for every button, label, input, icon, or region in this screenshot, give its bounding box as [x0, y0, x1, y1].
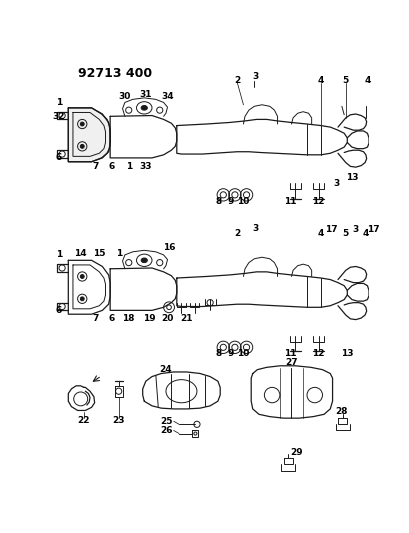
Text: 28: 28 — [335, 408, 347, 416]
Text: 23: 23 — [112, 416, 125, 425]
Text: 12: 12 — [312, 197, 324, 206]
Ellipse shape — [80, 297, 84, 301]
Ellipse shape — [80, 122, 84, 126]
Text: 8: 8 — [215, 349, 221, 358]
Text: 17: 17 — [366, 225, 379, 234]
Text: 31: 31 — [139, 90, 152, 99]
Text: 1: 1 — [116, 249, 122, 258]
Text: 14: 14 — [74, 249, 87, 258]
Ellipse shape — [141, 106, 147, 110]
Text: 10: 10 — [237, 197, 249, 206]
Text: 21: 21 — [180, 314, 193, 324]
Text: 34: 34 — [161, 92, 173, 101]
Text: 6: 6 — [108, 162, 115, 171]
Ellipse shape — [141, 258, 147, 263]
Text: 4: 4 — [363, 76, 370, 85]
Text: 26: 26 — [160, 426, 173, 435]
Text: 6: 6 — [56, 154, 62, 163]
Text: 11: 11 — [284, 197, 296, 206]
Text: 13: 13 — [345, 173, 357, 182]
Text: 3: 3 — [333, 179, 339, 188]
Text: 5: 5 — [342, 229, 348, 238]
Polygon shape — [68, 108, 110, 161]
Text: 27: 27 — [285, 358, 297, 367]
Text: 1: 1 — [56, 251, 62, 260]
Text: 4: 4 — [362, 229, 368, 238]
Text: 5: 5 — [342, 76, 348, 85]
Text: 20: 20 — [161, 314, 173, 324]
Text: 6: 6 — [108, 314, 115, 324]
Text: 15: 15 — [93, 249, 105, 258]
Text: 8: 8 — [215, 197, 221, 206]
Text: 24: 24 — [159, 365, 172, 374]
Text: 3: 3 — [252, 72, 258, 81]
Text: 1: 1 — [125, 162, 132, 171]
Text: 12: 12 — [312, 349, 324, 358]
Text: 4: 4 — [317, 76, 324, 85]
Text: 1: 1 — [56, 98, 62, 107]
Text: 13: 13 — [340, 349, 353, 358]
Text: 18: 18 — [122, 314, 135, 324]
Text: 33: 33 — [139, 162, 152, 171]
Text: 25: 25 — [160, 417, 173, 426]
Text: 4: 4 — [317, 229, 324, 238]
Text: 9: 9 — [227, 349, 233, 358]
Text: 2: 2 — [234, 76, 240, 85]
Text: 10: 10 — [237, 349, 249, 358]
Text: 6: 6 — [56, 306, 62, 315]
Text: 3: 3 — [352, 225, 358, 234]
Text: 16: 16 — [162, 243, 175, 252]
Text: 7: 7 — [92, 162, 99, 171]
Text: 92713 400: 92713 400 — [78, 68, 152, 80]
Text: 32: 32 — [53, 112, 65, 121]
Ellipse shape — [80, 144, 84, 148]
Text: 19: 19 — [142, 314, 155, 324]
Text: 2: 2 — [234, 229, 240, 238]
Text: 11: 11 — [284, 349, 296, 358]
Text: 22: 22 — [77, 416, 90, 425]
Ellipse shape — [80, 274, 84, 278]
Text: 9: 9 — [227, 197, 233, 206]
Text: 17: 17 — [325, 225, 337, 234]
Text: 30: 30 — [118, 92, 131, 101]
Text: 29: 29 — [289, 448, 302, 457]
Text: 3: 3 — [252, 224, 258, 233]
Text: 7: 7 — [92, 314, 99, 324]
